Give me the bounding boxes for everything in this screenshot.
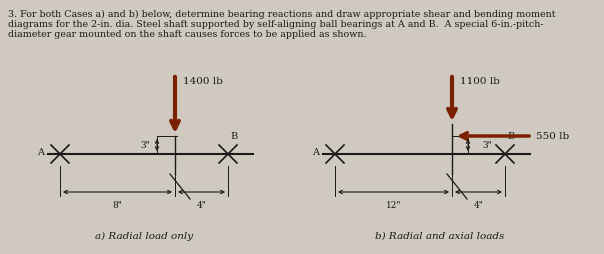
Text: diagrams for the 2-in. dia. Steel shaft supported by self-aligning ball bearings: diagrams for the 2-in. dia. Steel shaft … (8, 20, 544, 29)
Text: A: A (37, 148, 44, 157)
Text: 12": 12" (386, 200, 401, 209)
Text: 4": 4" (196, 200, 207, 209)
Text: 8": 8" (112, 200, 123, 209)
Text: 3. For both Cases a) and b) below, determine bearing reactions and draw appropri: 3. For both Cases a) and b) below, deter… (8, 10, 556, 19)
Text: B: B (230, 132, 237, 140)
Text: b) Radial and axial loads: b) Radial and axial loads (375, 231, 505, 240)
Text: 4": 4" (474, 200, 483, 209)
Text: a) Radial load only: a) Radial load only (95, 231, 193, 240)
Text: diameter gear mounted on the shaft causes forces to be applied as shown.: diameter gear mounted on the shaft cause… (8, 30, 367, 39)
Text: 550 lb: 550 lb (536, 132, 569, 141)
Text: 1100 lb: 1100 lb (460, 77, 500, 86)
Text: A: A (312, 148, 319, 157)
Text: B: B (507, 132, 514, 140)
Text: 3": 3" (140, 141, 150, 150)
Text: 3": 3" (482, 141, 492, 150)
Text: 1400 lb: 1400 lb (183, 77, 223, 86)
